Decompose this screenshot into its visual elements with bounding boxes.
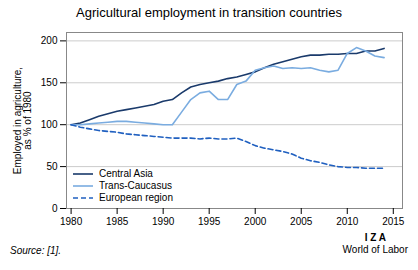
svg-text:200: 200 [41,35,58,46]
html-text:World of Labor: World of Labor [342,244,408,255]
html-text:Trans-Caucasus: Trans-Caucasus [99,180,172,191]
svg-text:Employed in agriculture,as % o: Employed in agriculture,as % of 1980 [12,67,33,174]
svg-text:100: 100 [41,119,58,130]
svg-text:1995: 1995 [198,216,221,227]
svg-text:2005: 2005 [290,216,313,227]
svg-text:2015: 2015 [382,216,405,227]
svg-text:50: 50 [46,161,58,172]
html-text:I Z A: I Z A [364,232,386,243]
svg-text:2010: 2010 [336,216,359,227]
html-text:Source: [1].: Source: [1]. [10,245,62,256]
svg-text:150: 150 [41,77,58,88]
svg-text:1990: 1990 [152,216,175,227]
svg-text:1985: 1985 [106,216,129,227]
svg-text:1980: 1980 [60,216,83,227]
svg-text:2000: 2000 [244,216,267,227]
svg-text:0: 0 [52,203,58,214]
html-text:Agricultural employment in tra: Agricultural employment in transition co… [76,5,342,20]
html-text:European region: European region [99,192,173,203]
html-text:Central Asia: Central Asia [99,168,153,179]
